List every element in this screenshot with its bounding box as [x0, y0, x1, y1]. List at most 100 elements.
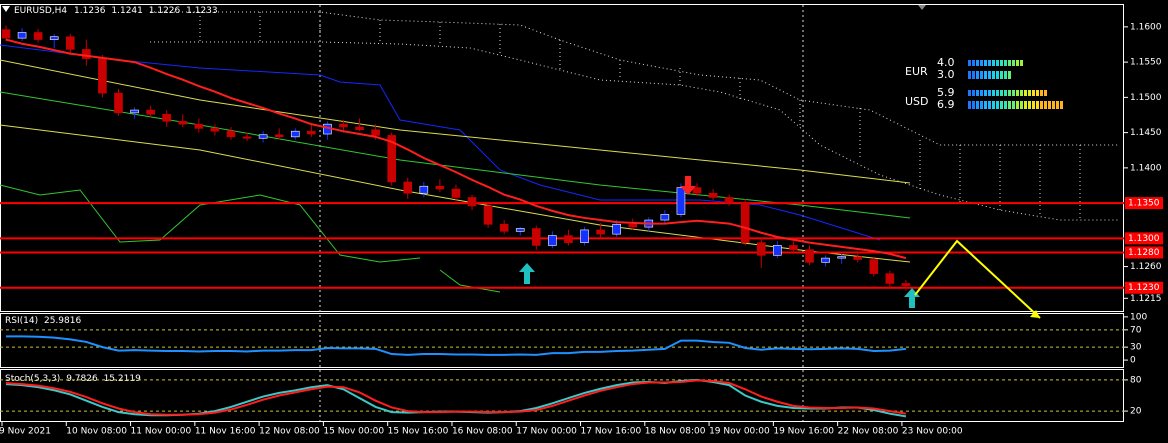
x-tick-label: 23 Nov 00:00 [902, 427, 963, 437]
meter-segment [984, 90, 987, 96]
meter-segment [1004, 101, 1007, 109]
candle-body [596, 229, 605, 235]
candle-body [612, 223, 621, 235]
meter-segment [1000, 101, 1003, 109]
candle-body [114, 92, 123, 114]
meter-segment [1060, 101, 1063, 109]
meter-segment [976, 101, 979, 109]
y-tick-label: 1.1260 [1130, 262, 1162, 272]
candle-body [805, 249, 814, 263]
meter-segment [1040, 101, 1043, 109]
rsi-header: RSI(14) 25.9816 [5, 316, 81, 326]
candle-body [564, 235, 573, 243]
meter-segment [988, 101, 991, 109]
meter-segment [1020, 101, 1023, 109]
meter-bar [968, 90, 1047, 96]
candle-body [821, 257, 830, 263]
candle-body [692, 187, 702, 194]
candle-body [339, 123, 348, 128]
meter-segment [976, 71, 979, 79]
x-tick-label: 22 Nov 08:00 [838, 427, 899, 437]
meter-segment [1044, 101, 1047, 109]
x-tick-label: 11 Nov 16:00 [195, 427, 256, 437]
meter-segment [1028, 101, 1031, 109]
forecast-arrow [914, 239, 1041, 319]
level-label: 1.1230 [1128, 283, 1160, 293]
level-box [1125, 281, 1163, 294]
meter-value: 3.0 [937, 68, 955, 81]
meter-segment [1012, 60, 1015, 66]
candle-body [869, 259, 879, 274]
candle-body [33, 32, 43, 40]
rsi-tick-label: 100 [1130, 312, 1147, 322]
meter-segment [980, 71, 983, 79]
meter-value: 6.9 [937, 98, 955, 111]
meter-segment [976, 60, 979, 66]
rsi-tick-label: 30 [1130, 343, 1142, 353]
candle-body [290, 130, 300, 138]
candle-body [130, 109, 139, 114]
meter-segment [1056, 101, 1059, 109]
meter-segment [1004, 60, 1007, 66]
candle-body [756, 242, 766, 256]
meter-segment [984, 101, 987, 109]
candle-body [242, 136, 252, 139]
rsi-tick-label: 0 [1130, 356, 1136, 366]
rsi-label: RSI(14) [5, 316, 38, 326]
candle-body [210, 128, 220, 132]
level-label: 1.1300 [1128, 234, 1160, 244]
candle-body [515, 228, 525, 232]
x-tick-label: 16 Nov 08:00 [452, 427, 513, 437]
candle-body [274, 134, 284, 138]
meter-segment [1004, 90, 1007, 96]
candle-body [532, 228, 541, 246]
meter-segment [1012, 101, 1015, 109]
level-label: 1.1280 [1128, 248, 1160, 258]
candle-body [258, 134, 268, 139]
candle-body [98, 58, 107, 94]
meter-segment [1016, 90, 1019, 96]
candle-body [901, 283, 911, 286]
meter-segment [996, 71, 999, 79]
stoch-tick-label: 20 [1130, 407, 1142, 417]
stoch-label: Stoch(5,3,3) [5, 374, 60, 384]
meter-currency: USD [905, 95, 929, 108]
y-tick-label: 1.1215 [1130, 294, 1162, 304]
high: 1.1241 [111, 6, 143, 16]
candle-body [853, 256, 863, 260]
stoch-signal: 15.2119 [104, 374, 141, 384]
meter-segment [1044, 90, 1047, 96]
candle-body [146, 109, 155, 115]
symbol: EURUSD,H4 [14, 6, 67, 16]
stoch-header: Stoch(5,3,3) 9.7826 15.2119 [5, 374, 141, 384]
meter-segment [1032, 90, 1035, 96]
meter-segment [1024, 101, 1027, 109]
meter-segment [972, 101, 975, 109]
candle-body [65, 36, 75, 50]
meter-segment [1048, 101, 1051, 109]
meter-segment [976, 90, 979, 96]
meter-segment [1008, 90, 1011, 96]
y-tick-label: 1.1550 [1130, 58, 1162, 68]
meter-segment [984, 71, 987, 79]
meter-segment [1008, 101, 1011, 109]
meter-segment [988, 90, 991, 96]
meter-segment [1008, 71, 1011, 79]
candle-body [708, 192, 718, 198]
meter-segment [996, 101, 999, 109]
meter-segment [992, 101, 995, 109]
meter-segment [972, 71, 975, 79]
menu-marker [2, 6, 10, 12]
meter-segment [992, 71, 995, 79]
meter-segment [1012, 90, 1015, 96]
x-tick-label: 12 Nov 08:00 [259, 427, 320, 437]
meter-segment [968, 101, 971, 109]
rsi-value: 25.9816 [44, 316, 81, 326]
y-tick-label: 1.1600 [1130, 22, 1162, 32]
moving-average [5, 38, 907, 260]
meter-segment [1004, 71, 1007, 79]
symbol-header: EURUSD,H4 1.1236 1.1241 1.1226 1.1233 [14, 6, 218, 16]
candle-body [724, 197, 734, 204]
yellow-line [0, 59, 911, 184]
